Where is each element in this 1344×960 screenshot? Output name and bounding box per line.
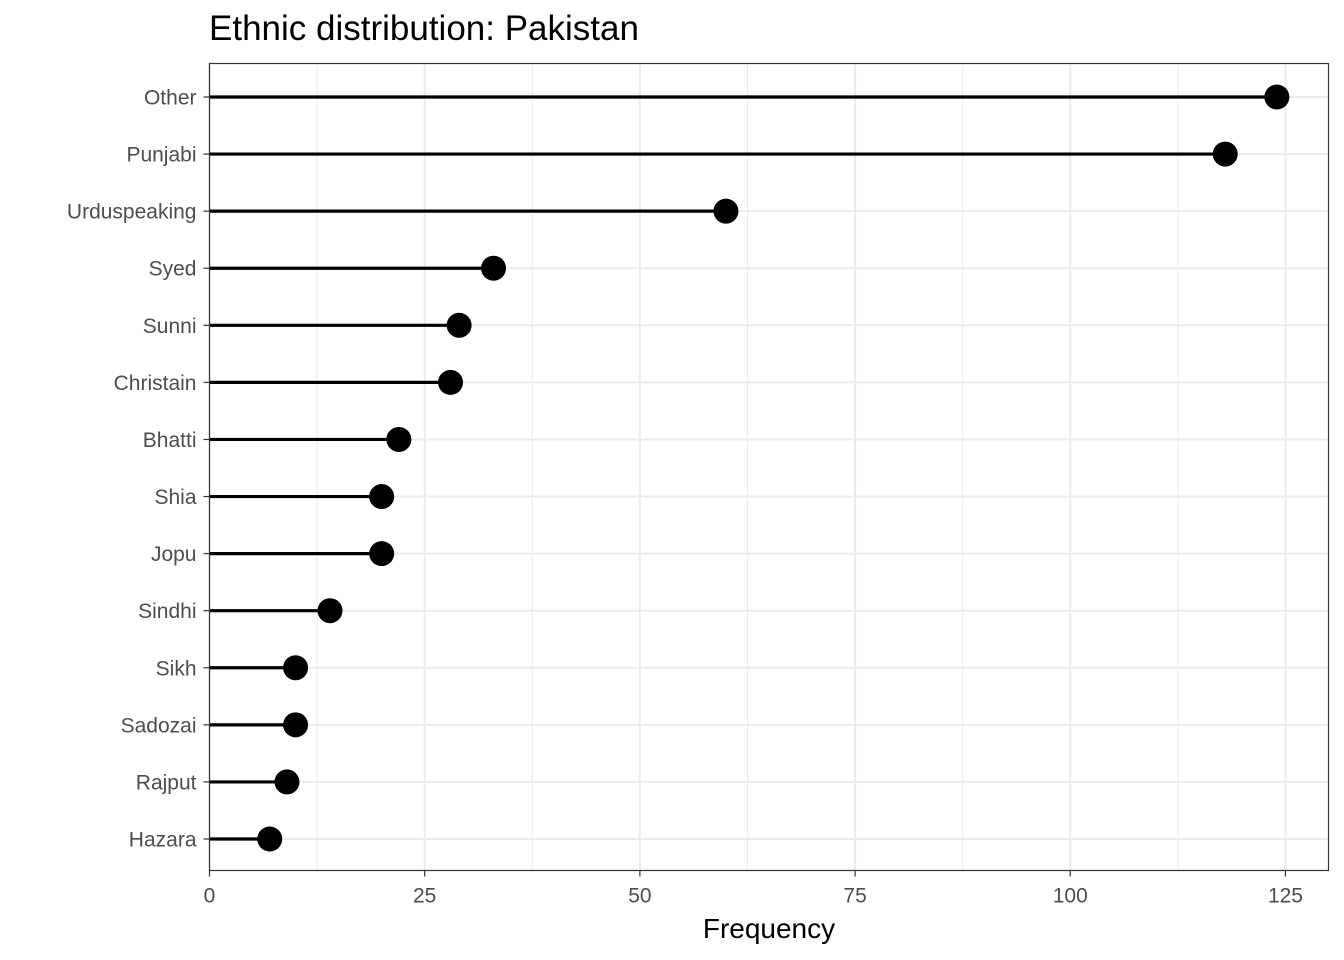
lollipop-point (274, 769, 300, 795)
lollipop-point (713, 198, 739, 224)
y-axis: Other Punjabi Urduspeaking Syed Sunni Christa… (67, 87, 210, 852)
x-axis: 0 25 50 75 100 125 (204, 870, 1303, 908)
x-tick-label: 50 (628, 885, 651, 908)
y-tick-label: Sindhi (138, 600, 196, 623)
lollipop-point (438, 369, 464, 395)
y-tick-label: Rajput (136, 771, 197, 794)
x-tick-label: 75 (843, 885, 866, 908)
y-tick-label: Other (144, 87, 197, 110)
chart-title: Ethnic distribution: Pakistan (209, 9, 639, 48)
grid-lines (208, 63, 1329, 871)
lollipop-point (369, 541, 395, 567)
lollipop-point (369, 484, 395, 510)
y-tick-label: Punjabi (126, 144, 196, 167)
lollipop-point (446, 312, 472, 338)
y-tick-label: Hazara (129, 829, 197, 852)
panel-border (208, 62, 1330, 872)
y-tick-label: Sikh (156, 657, 197, 680)
y-tick-label: Christain (114, 372, 197, 395)
data-marks (209, 84, 1290, 852)
y-tick-label: Jopu (151, 543, 197, 566)
lollipop-point (1212, 141, 1238, 167)
y-tick-label: Shia (154, 486, 196, 509)
x-tick-label: 100 (1053, 885, 1088, 908)
y-tick-label: Bhatti (143, 429, 197, 452)
x-tick-label: 0 (204, 885, 216, 908)
x-axis-title: Frequency (703, 913, 835, 944)
y-tick-label: Sadozai (121, 714, 197, 737)
lollipop-point (283, 655, 309, 681)
lollipop-point (1264, 84, 1290, 110)
lollipop-point (317, 598, 343, 624)
x-tick-label: 25 (413, 885, 436, 908)
lollipop-point (386, 426, 412, 452)
x-tick-label: 125 (1268, 885, 1303, 908)
y-tick-label: Sunni (143, 315, 197, 338)
y-tick-label: Urduspeaking (67, 201, 197, 224)
lollipop-point (481, 255, 507, 281)
y-tick-label: Syed (149, 258, 197, 281)
lollipop-point (283, 712, 309, 738)
lollipop-point (257, 826, 283, 852)
